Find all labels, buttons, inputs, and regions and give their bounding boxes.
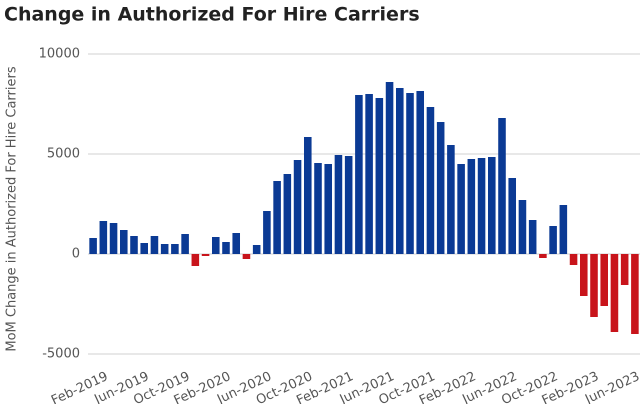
bar — [406, 93, 414, 254]
bar — [508, 178, 517, 254]
bar — [273, 181, 281, 254]
bar — [498, 118, 506, 254]
bar — [631, 254, 639, 334]
bar — [385, 82, 394, 254]
y-tick-label: -5000 — [42, 347, 80, 362]
bar — [263, 211, 271, 254]
bar — [119, 230, 128, 254]
y-tick-label: 5000 — [47, 147, 80, 162]
bar — [539, 254, 547, 258]
bar — [252, 245, 261, 254]
bar — [447, 145, 455, 254]
bar — [181, 234, 189, 254]
bar — [171, 244, 179, 254]
bar — [416, 91, 425, 254]
bar — [518, 200, 527, 254]
y-tick-label: 0 — [72, 247, 80, 262]
bar — [528, 220, 537, 254]
bar — [457, 164, 465, 254]
bar — [232, 233, 241, 254]
bar — [109, 223, 118, 254]
bar — [334, 155, 343, 254]
bar — [355, 95, 363, 254]
bar — [610, 254, 619, 332]
bar — [314, 163, 322, 254]
bar — [130, 236, 138, 254]
y-axis-label: MoM Change in Authorized For Hire Carrie… — [5, 66, 20, 351]
bar — [150, 236, 159, 254]
bar — [365, 94, 373, 254]
bar — [344, 156, 353, 254]
bar — [436, 122, 445, 254]
bar — [569, 254, 578, 265]
bar — [201, 254, 210, 256]
bar — [211, 237, 220, 254]
bar — [89, 238, 97, 254]
bar — [375, 98, 384, 254]
bar — [222, 242, 230, 254]
bar — [487, 157, 496, 254]
bar — [140, 243, 149, 254]
bar — [324, 164, 333, 254]
bar — [579, 254, 588, 296]
chart-title: Change in Authorized For Hire Carriers — [4, 4, 420, 26]
bar — [600, 254, 609, 306]
y-tick-label: 10000 — [39, 47, 80, 62]
bar — [242, 254, 251, 259]
bar — [426, 107, 435, 254]
bar — [293, 160, 302, 254]
bar — [395, 88, 404, 254]
bar — [303, 137, 312, 254]
bar — [191, 254, 200, 266]
bar — [559, 205, 568, 254]
bar — [283, 174, 292, 254]
bar — [160, 244, 169, 254]
bar — [99, 221, 108, 254]
bar — [590, 254, 598, 317]
bar — [620, 254, 629, 285]
bar — [477, 158, 486, 254]
bar — [549, 226, 557, 254]
bar — [467, 159, 476, 254]
